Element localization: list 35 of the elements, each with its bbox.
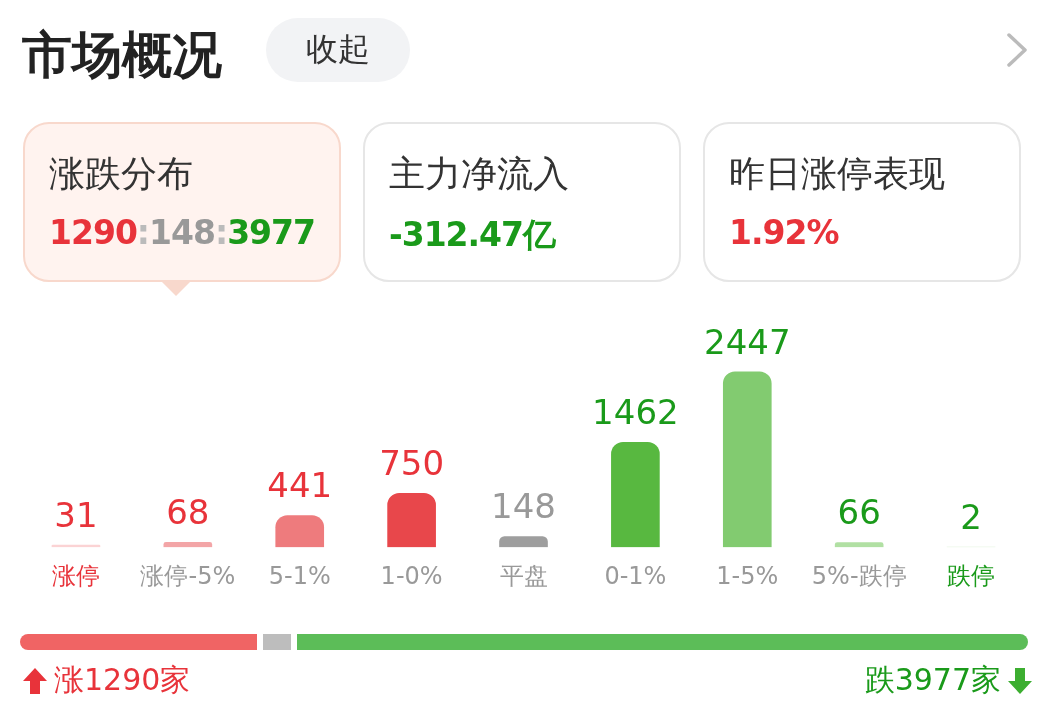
bar [163,542,213,548]
text: 昨日涨停表现 [729,152,946,196]
x-tick-label: 5%-跌停 [811,561,907,590]
bar [499,536,548,548]
data-label: 750 [379,443,445,484]
text: 收起 [266,18,410,82]
x-tick-label: 跌停 [947,561,996,590]
x-tick-label: 平盘 [499,561,548,590]
x-tick-label: 1-5% [716,561,779,590]
data-label: 441 [267,465,333,506]
text: 涨跌分布 [49,152,194,196]
x-tick-label: 涨停-5% [140,561,236,590]
text: 跌3977家 [864,661,1001,699]
text: 市场概况 [22,25,222,86]
data-label: 2 [960,496,982,537]
bar [834,542,884,548]
data-label: 31 [54,494,98,535]
data-label: 66 [837,492,881,533]
text: 主力净流入 [389,152,570,196]
bar [387,493,436,548]
bar [611,442,660,548]
data-label: 148 [491,486,556,527]
bar [275,515,325,548]
x-tick-label: 涨停 [51,561,100,590]
bar [722,371,772,548]
x-tick-label: 1-0% [380,561,443,590]
text: -312.47亿 [389,214,557,256]
data-label: 68 [166,492,210,533]
data-label: 2447 [704,321,791,362]
text: 1.92% [729,213,840,252]
x-tick-label: 5-1% [268,561,331,590]
x-tick-label: 0-1% [604,561,667,590]
data-label: 1462 [592,392,679,433]
text: 1290:148:3977 [49,213,316,252]
text: 涨1290家 [54,661,191,699]
